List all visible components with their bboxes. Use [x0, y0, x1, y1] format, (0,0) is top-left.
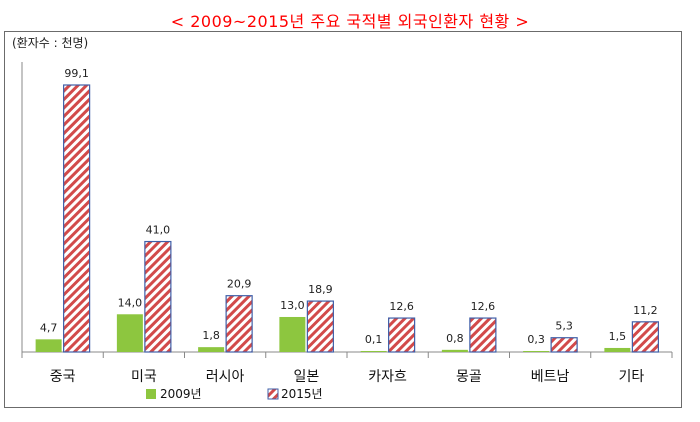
data-label-2015-5: 12,6	[389, 300, 414, 313]
data-label-2009-3: 1,8	[202, 329, 220, 342]
data-label-2015-4: 18,9	[308, 283, 333, 296]
data-label-2009-4: 13,0	[280, 299, 305, 312]
category-label-3: 러시아	[206, 369, 245, 385]
data-label-2015-8: 11,2	[633, 304, 658, 317]
data-label-2015-7: 5,3	[555, 320, 573, 333]
bar-2009-5	[360, 351, 387, 352]
data-label-2009-6: 0,8	[446, 332, 464, 345]
data-label-2009-1: 4,7	[40, 321, 58, 334]
legend-label-2015: 2015년	[281, 387, 323, 401]
bar-2009-8	[604, 347, 631, 352]
bar-2015-5	[388, 317, 416, 353]
legend-label-2009: 2009년	[160, 387, 202, 401]
bar-2009-2	[116, 314, 143, 352]
category-label-2: 미국	[131, 369, 157, 385]
plot-area: 4,7 99,1 중국 14,0 41,0 미국 1,8 20,9 러시아 13,018,9 일본 0…	[21, 62, 673, 385]
legend-swatch-2015	[267, 388, 279, 400]
bar-2015-4	[306, 300, 334, 353]
bar-2015-6	[469, 317, 497, 353]
data-label-2015-2: 41,0	[146, 224, 171, 237]
bar-2015-7	[550, 337, 578, 353]
data-label-2009-8: 1,5	[609, 330, 627, 343]
legend-swatch-2009	[146, 389, 156, 399]
legend: 2009년 2015년	[146, 387, 323, 401]
category-label-4: 일본	[293, 369, 319, 385]
bar-2009-3	[198, 347, 225, 352]
category-label-7: 베트남	[531, 369, 570, 385]
data-label-2009-2: 14,0	[118, 296, 143, 309]
category-label-6: 몽골	[456, 369, 482, 385]
bar-2015-1	[63, 84, 91, 353]
bar-2015-3	[225, 295, 253, 353]
data-label-2009-5: 0,1	[365, 333, 383, 346]
bar-2009-1	[35, 339, 62, 352]
chart-frame	[4, 31, 682, 408]
category-label-5: 카자흐	[368, 369, 407, 385]
unit-label: (환자수 : 천명)	[12, 35, 88, 50]
data-label-2015-3: 20,9	[227, 278, 252, 291]
bar-2015-2	[144, 240, 172, 353]
category-label-1: 중국	[50, 369, 76, 385]
chart-title: < 2009~2015년 주요 국적별 외국인환자 현황 >	[170, 12, 530, 31]
bar-2015-8	[631, 321, 659, 353]
bar-2009-4	[279, 316, 306, 352]
data-label-2009-7: 0,3	[527, 333, 545, 346]
category-label-8: 기타	[618, 369, 644, 385]
data-label-2015-1: 99,1	[64, 67, 89, 80]
data-label-2015-6: 12,6	[471, 300, 496, 313]
bar-2009-7	[523, 351, 550, 352]
bar-2009-6	[441, 349, 468, 352]
